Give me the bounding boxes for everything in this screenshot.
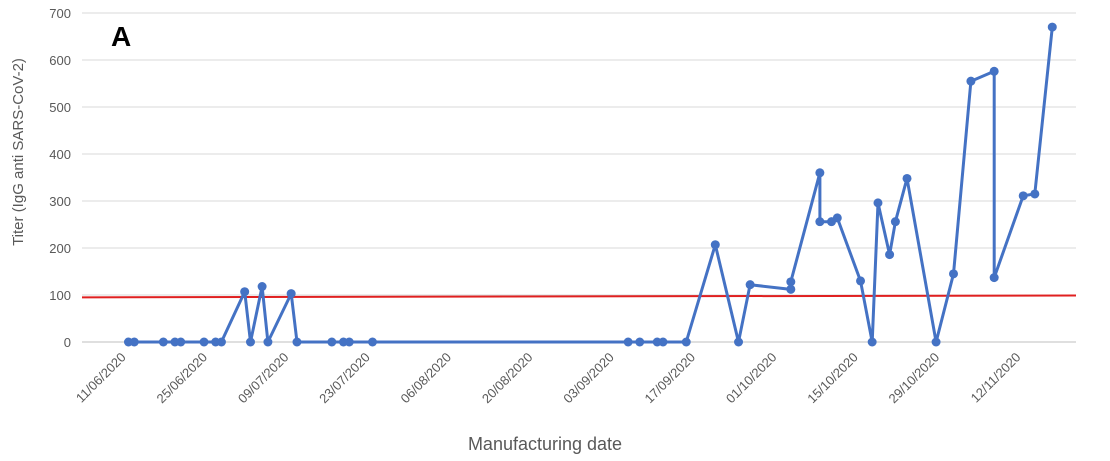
x-tick-label: 09/07/2020: [235, 350, 292, 407]
x-tick-label: 12/11/2020: [968, 350, 1024, 406]
data-point: [949, 269, 958, 279]
data-point: [129, 337, 139, 347]
x-tick-label: 25/06/2020: [154, 350, 211, 407]
y-axis-title: Titer (IgG anti SARS-CoV-2): [10, 58, 27, 246]
data-point: [658, 337, 668, 347]
data-point: [989, 273, 999, 283]
data-point: [368, 337, 377, 347]
x-tick-label: 06/08/2020: [398, 350, 455, 407]
data-point: [931, 337, 941, 347]
x-tick-label: 01/10/2020: [723, 350, 780, 407]
data-point: [710, 240, 720, 250]
series-points: [123, 22, 1057, 347]
data-point: [623, 337, 633, 347]
x-axis-title: Manufacturing date: [468, 434, 622, 454]
data-point: [245, 337, 255, 347]
data-point: [681, 337, 691, 347]
threshold-line: [81, 294, 1077, 299]
y-tick-label: 400: [49, 147, 71, 162]
data-point: [786, 277, 796, 287]
data-point: [989, 66, 999, 76]
data-point: [745, 280, 755, 290]
y-tick-label: 700: [49, 6, 71, 21]
data-point: [966, 76, 976, 86]
y-tick-label: 600: [49, 53, 71, 68]
data-point: [902, 173, 912, 183]
x-tick-label: 15/10/2020: [804, 350, 861, 407]
data-point: [240, 287, 250, 297]
data-point: [216, 337, 226, 347]
data-point: [867, 337, 877, 347]
data-point: [832, 213, 842, 223]
data-point: [815, 217, 825, 227]
data-point: [635, 337, 645, 347]
x-tick-label: 23/07/2020: [316, 350, 373, 407]
panel-label: A: [111, 21, 131, 52]
data-point: [890, 217, 900, 227]
y-tick-label: 200: [49, 241, 71, 256]
data-point: [199, 337, 209, 347]
x-axis-ticks: 11/06/2020 25/06/2020 09/07/2020 23/07/2020…: [73, 350, 1024, 407]
data-point: [1018, 191, 1028, 201]
data-point: [815, 168, 825, 178]
data-point: [1030, 189, 1040, 199]
x-tick-label: 20/08/2020: [479, 350, 536, 407]
x-tick-label: 17/09/2020: [642, 350, 699, 407]
y-tick-label: 100: [49, 288, 71, 303]
x-tick-label: 29/10/2020: [886, 350, 943, 407]
data-point: [856, 276, 866, 286]
data-point: [873, 198, 883, 208]
series-line-path: [128, 26, 1054, 344]
y-tick-label: 0: [64, 335, 71, 350]
data-point: [257, 282, 267, 292]
data-point: [885, 250, 895, 260]
data-point: [327, 337, 337, 347]
y-tick-label: 300: [49, 194, 71, 209]
data-point: [158, 337, 168, 347]
series-line: [128, 26, 1054, 344]
data-point: [286, 289, 296, 299]
data-point: [263, 337, 273, 347]
y-axis-ticks: 0 100 200 300 400 500 600 700: [49, 6, 71, 350]
data-point: [734, 337, 744, 347]
y-tick-label: 500: [49, 100, 71, 115]
x-tick-label: 03/09/2020: [560, 350, 617, 407]
data-point: [786, 284, 796, 294]
data-point: [292, 337, 302, 347]
data-point: [1047, 22, 1057, 32]
x-tick-label: 11/06/2020: [73, 350, 129, 406]
data-point: [344, 337, 354, 347]
threshold-line-segment: [81, 294, 1077, 299]
data-point: [176, 337, 186, 347]
